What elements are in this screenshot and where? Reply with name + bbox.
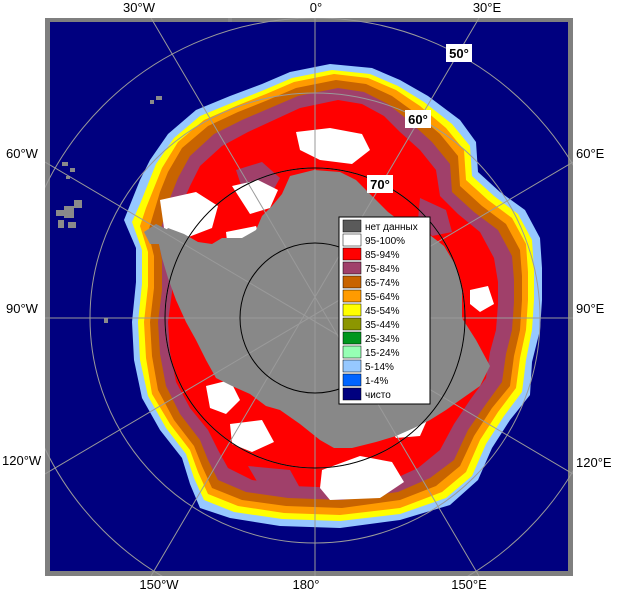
legend-label: 1-4%: [365, 376, 388, 387]
lon-label-150w: 150°W: [139, 577, 179, 592]
lon-label-90w: 90°W: [6, 301, 39, 316]
ice-patch-95-100-g: [320, 456, 404, 500]
legend-label: 5-14%: [365, 362, 394, 373]
legend-swatch: [342, 233, 362, 247]
legend-label: чисто: [365, 390, 391, 401]
ice-patch-95-100-e: [206, 380, 240, 414]
legend-label: 65-74%: [365, 278, 400, 289]
legend-label: нет данных: [365, 222, 418, 233]
lon-label-120w: 120°W: [2, 453, 42, 468]
ice-patch-75-84-c: [248, 466, 300, 490]
legend-swatch: [342, 275, 362, 289]
legend-swatch: [342, 387, 362, 401]
legend-swatch: [342, 317, 362, 331]
legend-label: 95-100%: [365, 236, 405, 247]
legend-label: 45-54%: [365, 306, 400, 317]
legend-swatch: [342, 373, 362, 387]
legend-label: 85-94%: [365, 250, 400, 261]
legend-label: 25-34%: [365, 334, 400, 345]
lat-label-50-bg: [446, 44, 472, 62]
legend-swatch: [342, 247, 362, 261]
lon-label-90e: 90°E: [576, 301, 605, 316]
lat-label-70: 70°: [370, 177, 390, 192]
legend-swatch: [342, 261, 362, 275]
legend-label: 75-84%: [365, 264, 400, 275]
legend-label: 55-64%: [365, 292, 400, 303]
antarctic-peninsula: [144, 224, 168, 244]
ice-patch-95-100-c: [232, 180, 278, 214]
lat-label-50: 50°: [449, 46, 469, 61]
legend-swatch: [342, 303, 362, 317]
legend-label: 15-24%: [365, 348, 400, 359]
lat-label-60-bg: [405, 110, 431, 128]
lon-label-180: 180°: [293, 577, 320, 592]
legend-swatch: [342, 359, 362, 373]
legend-swatch: [342, 289, 362, 303]
lon-label-150e: 150°E: [451, 577, 487, 592]
ice-patch-95-100-i: [470, 286, 494, 312]
ice-patch-95-100-b: [160, 192, 218, 238]
lon-label-60e: 60°E: [576, 146, 605, 161]
ice-patch-95-100-f: [230, 420, 274, 452]
legend-swatch: [342, 345, 362, 359]
legend-label: 35-44%: [365, 320, 400, 331]
lat-label-60: 60°: [408, 112, 428, 127]
lon-label-0: 0°: [310, 0, 322, 15]
legend-swatch: [342, 331, 362, 345]
lon-label-120e: 120°E: [576, 455, 612, 470]
lat-label-70-bg: [367, 175, 393, 193]
lon-label-30e: 30°E: [473, 0, 502, 15]
lon-label-60w: 60°W: [6, 146, 39, 161]
no-data-scatter: [56, 18, 232, 323]
lon-label-30w: 30°W: [123, 0, 156, 15]
legend: нет данных 95-100% 85-94% 75-84% 65-74% 55-64…: [338, 216, 431, 405]
legend-swatch: [342, 219, 362, 233]
